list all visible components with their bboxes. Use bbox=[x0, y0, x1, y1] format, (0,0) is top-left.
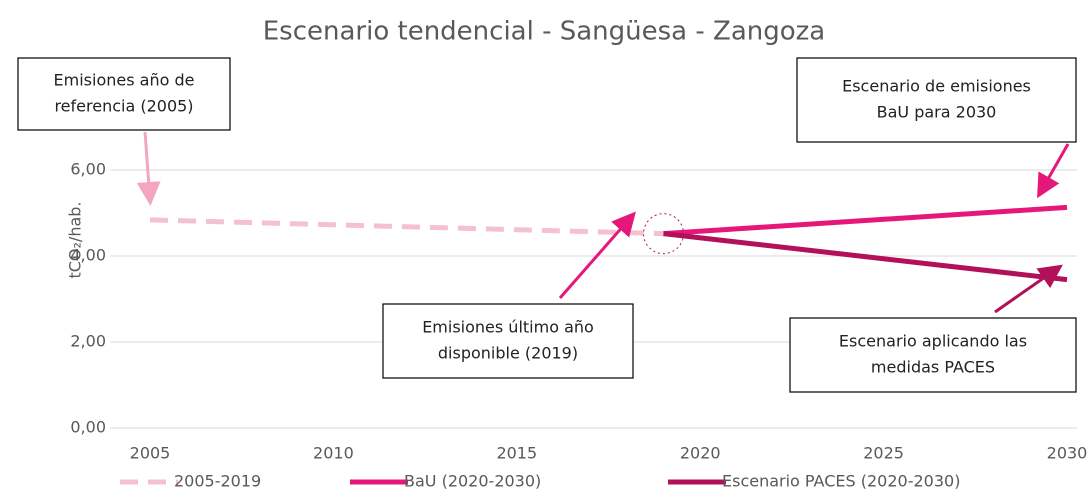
annotation-box bbox=[382, 303, 634, 379]
annotation-text: Escenario de emisiones bbox=[842, 77, 1031, 96]
highlight-circle bbox=[643, 213, 685, 255]
y-axis-label: tCO₂/hab. bbox=[66, 201, 85, 278]
annotation-text: referencia (2005) bbox=[54, 97, 193, 116]
annotation-text: Escenario aplicando las bbox=[839, 332, 1027, 351]
annotation-text: Emisiones año de bbox=[54, 71, 195, 90]
annotation-arrow bbox=[1037, 143, 1070, 199]
x-tick-label: 2015 bbox=[496, 444, 537, 463]
annotation-box bbox=[796, 57, 1077, 143]
legend-label: 2005-2019 bbox=[174, 472, 261, 491]
annotation-box bbox=[17, 57, 231, 131]
chart-title: Escenario tendencial - Sangüesa - Zangoz… bbox=[263, 17, 826, 47]
x-tick-label: 2025 bbox=[863, 444, 904, 463]
annotation-text: medidas PACES bbox=[871, 358, 995, 377]
legend-label: Escenario PACES (2020-2030) bbox=[722, 472, 960, 491]
annotation-text: disponible (2019) bbox=[438, 344, 578, 363]
x-tick-label: 2020 bbox=[680, 444, 721, 463]
annotation-text: BaU para 2030 bbox=[877, 103, 997, 122]
x-tick-label: 2010 bbox=[313, 444, 354, 463]
annotation-arrow bbox=[136, 131, 161, 206]
y-tick-label: 6,00 bbox=[70, 160, 106, 179]
y-tick-label: 4,00 bbox=[70, 246, 106, 265]
y-tick-label: 0,00 bbox=[70, 418, 106, 437]
y-tick-label: 2,00 bbox=[70, 332, 106, 351]
x-tick-label: 2030 bbox=[1047, 444, 1088, 463]
annotation-text: Emisiones último año bbox=[422, 318, 594, 337]
series-line bbox=[149, 217, 664, 237]
annotation-box bbox=[789, 317, 1077, 393]
annotation-arrow bbox=[994, 264, 1063, 314]
legend-label: BaU (2020-2030) bbox=[404, 472, 541, 491]
annotation-arrow bbox=[558, 211, 636, 299]
x-tick-label: 2005 bbox=[130, 444, 171, 463]
series-line bbox=[663, 231, 1068, 283]
series-line bbox=[663, 204, 1068, 237]
